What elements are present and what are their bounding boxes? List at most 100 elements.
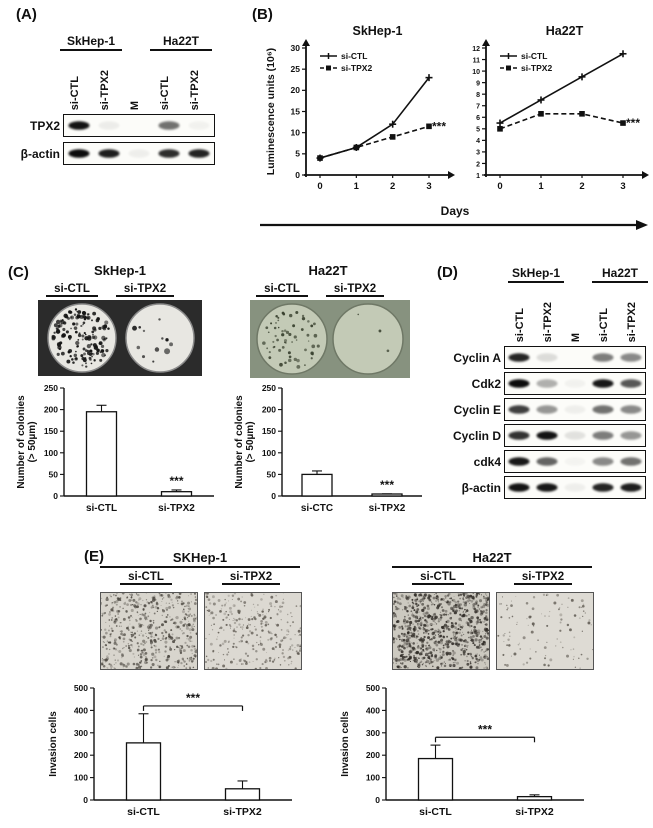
svg-text:***: *** [186,691,200,705]
colony-assay-image-ha22t [250,300,410,378]
svg-text:300: 300 [366,728,380,738]
svg-text:2: 2 [579,181,584,192]
blot-row: Cyclin E [437,398,646,421]
panel-e-right-col-sictl: si-CTL [412,571,464,585]
svg-text:***: *** [432,119,446,133]
svg-text:0: 0 [53,491,58,501]
svg-text:si-TPX2: si-TPX2 [341,63,372,73]
blot-lane-strip [504,372,646,395]
bar-chart-invasion-skhep1: Invasion cells 0 100 200 300 400 500 si-CTL si-T… [48,683,292,818]
svg-text:8: 8 [476,92,480,99]
svg-text:20: 20 [291,85,301,95]
lane-label: si-CTL [598,307,610,342]
panel-c-right-title: Ha22T [308,263,348,278]
svg-text:200: 200 [262,405,276,415]
bar-chart-invasion-ha22t: Invasion cells 0 100 200 300 400 500 si-CTL si-T… [340,683,584,818]
panel-c-left-col-sitpx2: si-TPX2 [116,283,174,297]
blot-row-label: Cyclin A [453,350,501,365]
svg-text:1: 1 [354,181,360,192]
svg-text:si-CTL: si-CTL [341,51,367,61]
svg-text:300: 300 [74,728,88,738]
svg-text:100: 100 [44,448,58,458]
blot-row-label: β-actin [461,480,501,495]
svg-text:(> 50µm): (> 50µm) [27,421,38,462]
svg-text:5: 5 [476,127,480,134]
svg-text:100: 100 [366,773,380,783]
svg-text:50: 50 [49,469,59,479]
svg-text:200: 200 [74,750,88,760]
svg-text:(> 50µm): (> 50µm) [245,421,256,462]
svg-text:0: 0 [271,491,276,501]
days-axis-arrow [260,220,648,230]
svg-text:Invasion cells: Invasion cells [48,711,59,777]
panel-e-left-title: SKHep-1 [100,550,300,568]
panel-c-right-col-sictl: si-CTL [256,283,308,297]
blot-row: TPX2 [14,114,215,137]
blot-lane-strip [504,450,646,473]
panel-c-tag: (C) [8,264,29,281]
svg-text:***: *** [626,116,640,130]
invasion-image-ha22t-sitpx2 [496,592,594,670]
svg-text:0: 0 [295,170,300,180]
svg-text:30: 30 [291,43,301,53]
svg-text:0: 0 [83,795,88,805]
svg-text:***: *** [478,722,492,736]
panel-c-left-col-sictl: si-CTL [46,283,98,297]
svg-text:0: 0 [317,181,322,192]
lane-label: si-CTL [159,75,171,110]
svg-text:5: 5 [295,149,300,159]
svg-text:400: 400 [366,705,380,715]
colony-assay-image-skhep1 [38,300,202,376]
blot-lane-strip [504,398,646,421]
svg-text:7: 7 [476,104,480,111]
svg-text:250: 250 [262,383,276,393]
svg-text:10: 10 [472,69,480,76]
lane-label: si-TPX2 [189,69,201,110]
panel-a-western-blot: TPX2 β-actin [14,114,215,170]
svg-text:si-CTC: si-CTC [301,503,333,514]
svg-text:25: 25 [291,64,301,74]
svg-text:2: 2 [476,161,480,168]
svg-text:0: 0 [497,181,502,192]
svg-text:1: 1 [476,173,480,180]
panel-e-tag: (E) [84,548,104,565]
blot-row-label: Cyclin D [452,428,501,443]
svg-text:si-TPX2: si-TPX2 [515,806,554,818]
panel-e-left-col-sictl: si-CTL [120,571,172,585]
blot-row: Cdk2 [437,372,646,395]
panel-d-group-ha22t: Ha22T [592,266,648,283]
svg-text:si-TPX2: si-TPX2 [369,503,406,514]
bar-chart-colonies-skhep1: Number of colonies (> 50µm) 0 50 100 150 200 25… [16,383,214,514]
svg-text:11: 11 [473,57,481,64]
svg-text:si-CTL: si-CTL [127,806,160,818]
svg-text:3: 3 [476,150,480,157]
panel-b-xaxis-label: Days [440,204,470,218]
panel-a-group-ha22t: Ha22T [150,34,212,51]
blot-lane-strip [504,476,646,499]
svg-text:15: 15 [291,106,301,116]
lane-label: M [129,100,141,110]
svg-text:4: 4 [476,138,480,145]
blot-row-label: Cyclin E [453,402,501,417]
blot-row: β-actin [437,476,646,499]
svg-text:150: 150 [44,426,58,436]
svg-text:200: 200 [44,405,58,415]
lane-label: si-TPX2 [542,301,554,342]
invasion-image-ha22t-sictl [392,592,490,670]
svg-text:si-TPX2: si-TPX2 [521,63,552,73]
panel-a-tag: (A) [16,6,37,23]
svg-text:150: 150 [262,426,276,436]
svg-text:9: 9 [476,80,480,87]
svg-text:100: 100 [262,448,276,458]
blot-lane-strip [63,114,215,137]
blot-lane-strip [63,142,215,165]
panel-a-group-skhep1: SkHep-1 [60,34,122,51]
panel-c-right-col-sitpx2: si-TPX2 [326,283,384,297]
svg-text:12: 12 [472,46,480,53]
blot-row-label: TPX2 [29,118,60,133]
panel-b-tag: (B) [252,6,273,23]
blot-lane-strip [504,346,646,369]
svg-text:100: 100 [74,773,88,783]
